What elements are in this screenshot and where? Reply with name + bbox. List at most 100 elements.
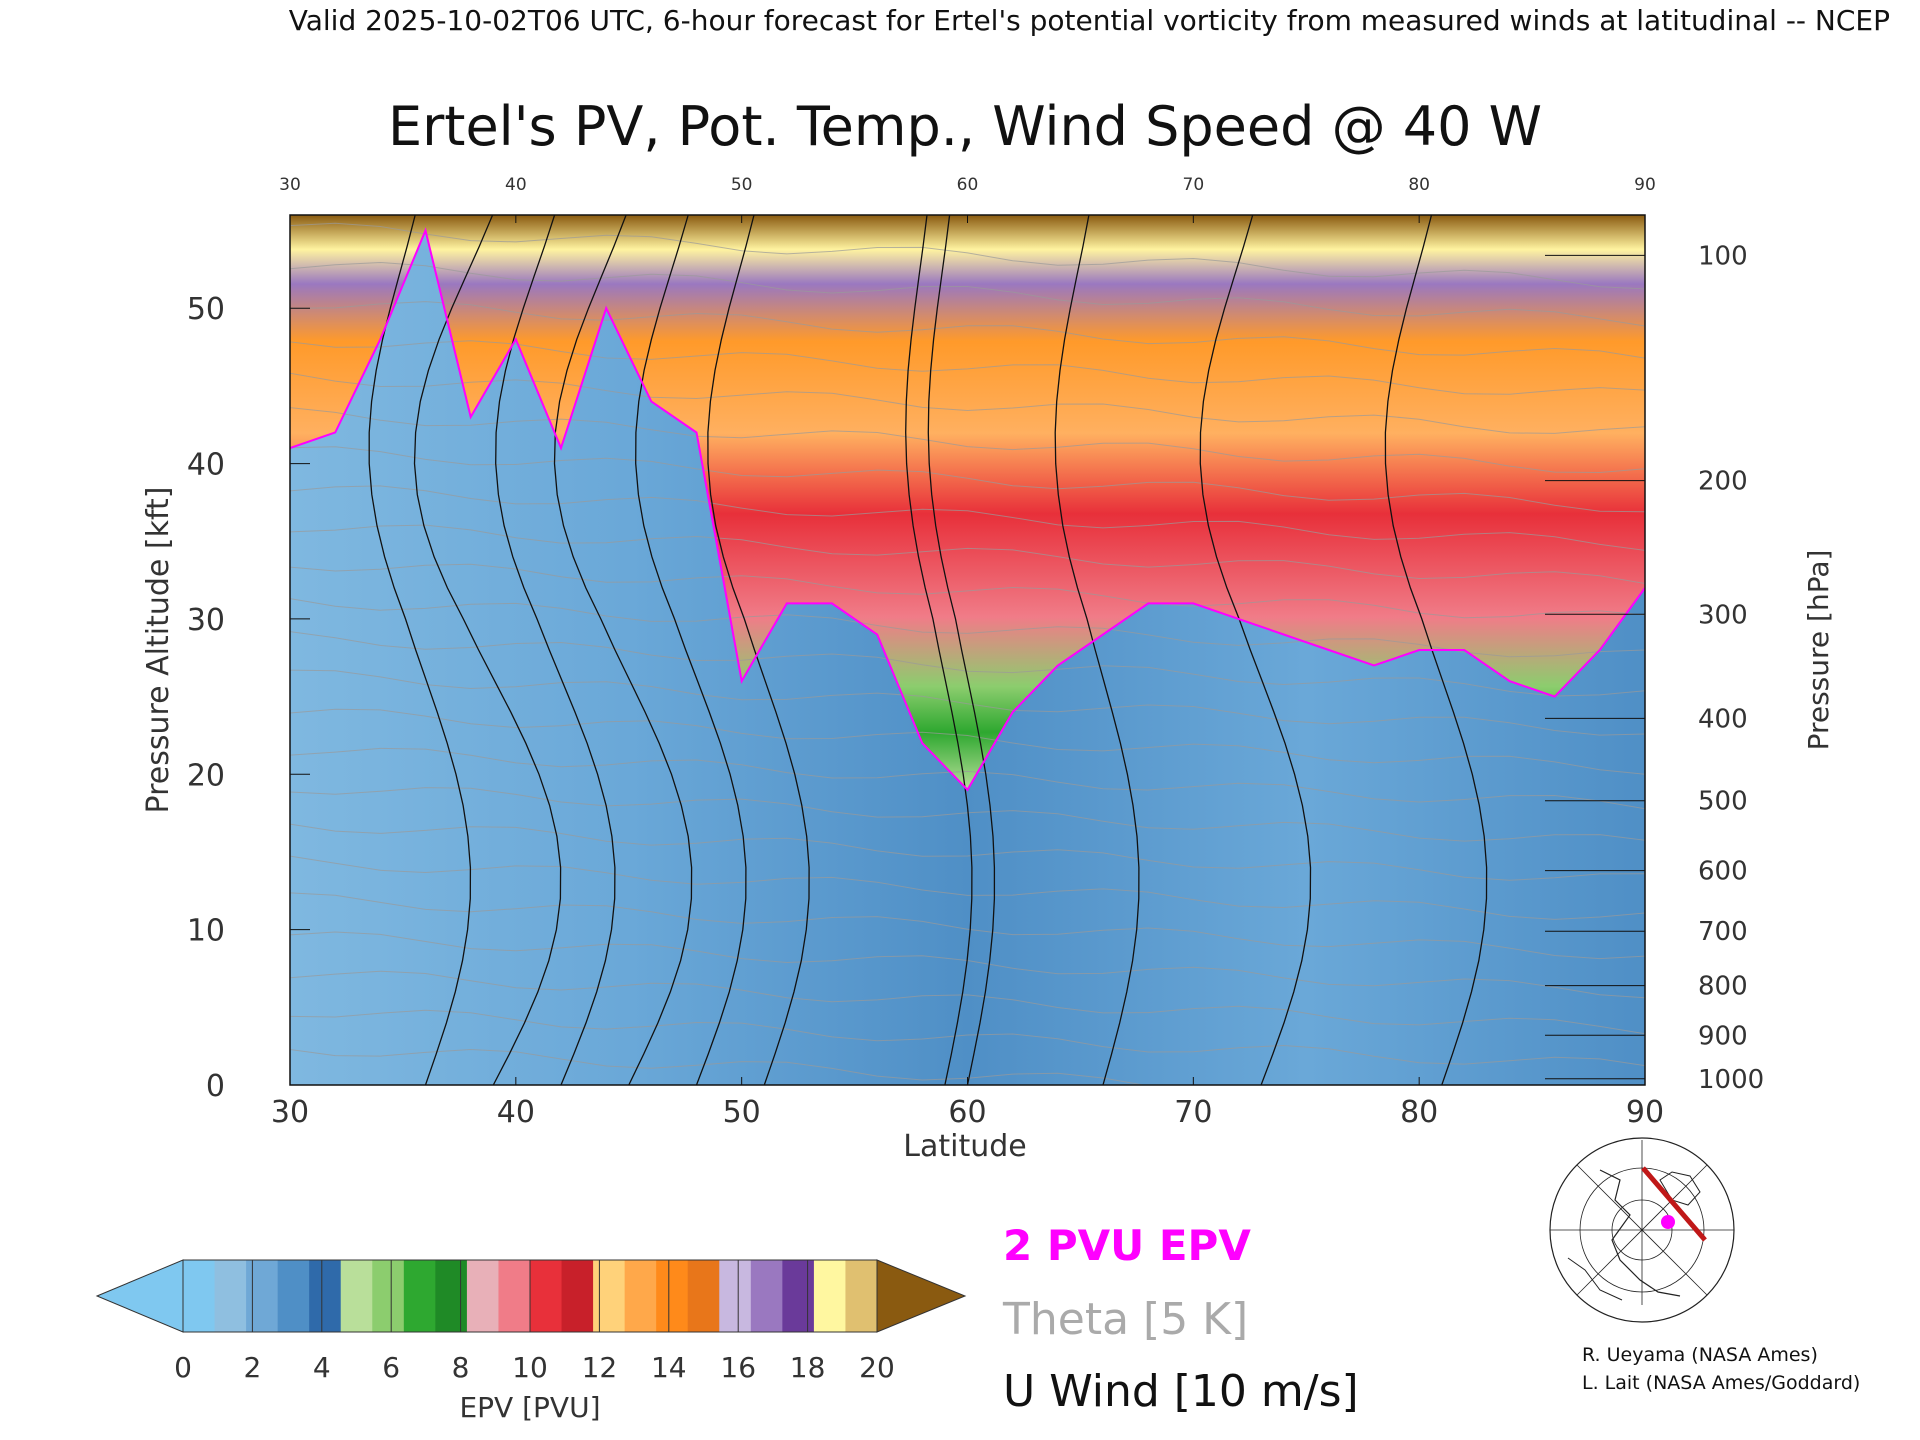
colorbar-segment — [498, 1260, 531, 1332]
pressure-tick-label: 900 — [1698, 1021, 1748, 1051]
x-axis: 30 40 50 60 70 80 90 — [271, 1077, 1664, 1130]
theta-contour — [290, 446, 1645, 513]
wind-contour — [635, 215, 747, 1085]
x-top-tick-label: 40 — [505, 175, 527, 195]
colorbar-tick-label: 6 — [382, 1351, 400, 1384]
wind-contour — [368, 215, 472, 1085]
y-tick-label: 0 — [206, 1069, 225, 1104]
x-tick-label: 90 — [1626, 1095, 1664, 1130]
y-axis-altitude: 0 10 20 30 40 50 — [187, 292, 310, 1104]
section-track-line — [1641, 1166, 1707, 1242]
colorbar-segment — [687, 1260, 720, 1332]
colorbar-segment — [183, 1260, 216, 1332]
theta-contour — [290, 598, 1645, 658]
colorbar-tick-label: 14 — [651, 1351, 687, 1384]
tropopause-2pvu-line — [290, 227, 1645, 792]
theta-contour — [290, 261, 1645, 327]
y-tick-label: 40 — [187, 448, 225, 483]
pressure-tick-label: 800 — [1698, 972, 1748, 1002]
colorbar-tick-label: 2 — [243, 1351, 261, 1384]
y-axis-label: Pressure Altitude [kft] — [141, 487, 176, 814]
colorbar-segment — [372, 1260, 405, 1332]
x-axis-top: 30 40 50 60 70 80 90 — [279, 175, 1656, 223]
valid-time-header: Valid 2025-10-02T06 UTC, 6-hour forecast… — [289, 4, 1890, 37]
y-tick-label: 20 — [187, 758, 225, 793]
colorbar-tick-label: 4 — [313, 1351, 331, 1384]
theta-contour — [290, 1009, 1645, 1067]
y-axis-pressure: 100 200 300 400 500 600 700 800 900 1000 — [1545, 241, 1764, 1095]
x-top-tick-label: 60 — [957, 175, 979, 195]
wind-contour — [927, 215, 996, 1085]
colorbar-tick-label: 10 — [512, 1351, 548, 1384]
colorbar-segment — [561, 1260, 594, 1332]
colorbar-segment — [309, 1260, 342, 1332]
colorbar-segment — [624, 1260, 657, 1332]
pressure-tick-label: 200 — [1698, 467, 1748, 497]
stratosphere-fill — [290, 215, 1645, 790]
colorbar-segment — [246, 1260, 279, 1332]
colorbar-tick-label: 16 — [720, 1351, 756, 1384]
theta-contour — [290, 222, 1645, 290]
colorbar-tick-label: 12 — [582, 1351, 618, 1384]
colorbar-tick-label: 18 — [790, 1351, 826, 1384]
pressure-tick-label: 600 — [1698, 857, 1748, 887]
colorbar-segment — [277, 1260, 310, 1332]
colorbar-segment — [782, 1260, 815, 1332]
colorbar-tick-label: 8 — [452, 1351, 470, 1384]
theta-contour — [290, 855, 1645, 920]
colorbar-segment — [530, 1260, 563, 1332]
x-tick-label: 70 — [1174, 1095, 1212, 1130]
colorbar-segment — [719, 1260, 752, 1332]
x-tick-label: 30 — [271, 1095, 309, 1130]
wind-contour — [495, 215, 616, 1085]
y2-axis-label: Pressure [hPa] — [1802, 550, 1835, 751]
wind-contour — [1054, 215, 1140, 1085]
colorbar-segment — [750, 1260, 783, 1332]
theta-contour — [290, 524, 1645, 584]
theta-contour — [290, 892, 1645, 960]
y-tick-label: 50 — [187, 292, 225, 327]
colorbar-under-arrow — [95, 1259, 184, 1333]
wind-contour — [553, 215, 693, 1085]
colorbar-label: EPV [PVU] — [459, 1391, 600, 1424]
wind-contour — [905, 215, 973, 1085]
theta-contour — [290, 708, 1645, 775]
credit-line-2: L. Lait (NASA Ames/Goddard) — [1582, 1372, 1860, 1394]
legend-uwind: U Wind [10 m/s] — [1003, 1366, 1359, 1417]
colorbar-segment — [845, 1260, 878, 1332]
theta-contour — [290, 301, 1645, 359]
pressure-tick-label: 1000 — [1698, 1065, 1764, 1095]
theta-contour — [290, 631, 1645, 697]
colorbar-segment — [214, 1260, 247, 1332]
colorbar-segment — [466, 1260, 500, 1332]
theta-contour — [290, 485, 1645, 551]
pressure-tick-label: 100 — [1698, 241, 1748, 271]
wind-contours — [368, 215, 1488, 1085]
colorbar-segment — [656, 1260, 689, 1332]
x-top-tick-label: 50 — [731, 175, 753, 195]
pressure-tick-label: 300 — [1698, 600, 1748, 630]
colorbar-segment — [403, 1260, 436, 1332]
colorbar-tick-label: 20 — [859, 1351, 895, 1384]
x-tick-label: 80 — [1400, 1095, 1438, 1130]
chart-title: Ertel's PV, Pot. Temp., Wind Speed @ 40 … — [388, 95, 1542, 158]
legend-theta: Theta [5 K] — [1002, 1294, 1248, 1345]
wind-contour — [707, 215, 810, 1085]
theta-contour — [290, 372, 1645, 434]
pressure-tick-label: 500 — [1698, 787, 1748, 817]
colorbar-segments — [182, 1259, 878, 1333]
colorbar-tick-label: 0 — [174, 1351, 192, 1384]
colorbar-ticks: 0 2 4 6 8 10 12 14 16 18 20 — [174, 1260, 895, 1384]
y-tick-label: 10 — [187, 914, 225, 949]
x-top-tick-label: 90 — [1634, 175, 1656, 195]
x-top-tick-label: 70 — [1183, 175, 1205, 195]
x-top-tick-label: 80 — [1408, 175, 1430, 195]
theta-contour — [290, 747, 1645, 810]
theta-contour — [290, 823, 1645, 881]
x-tick-label: 40 — [497, 1095, 535, 1130]
colorbar-over-arrow — [876, 1259, 967, 1333]
plot-area — [290, 215, 1645, 1085]
wind-contour — [1199, 215, 1312, 1085]
theta-contour — [290, 407, 1645, 474]
x-tick-label: 60 — [948, 1095, 986, 1130]
